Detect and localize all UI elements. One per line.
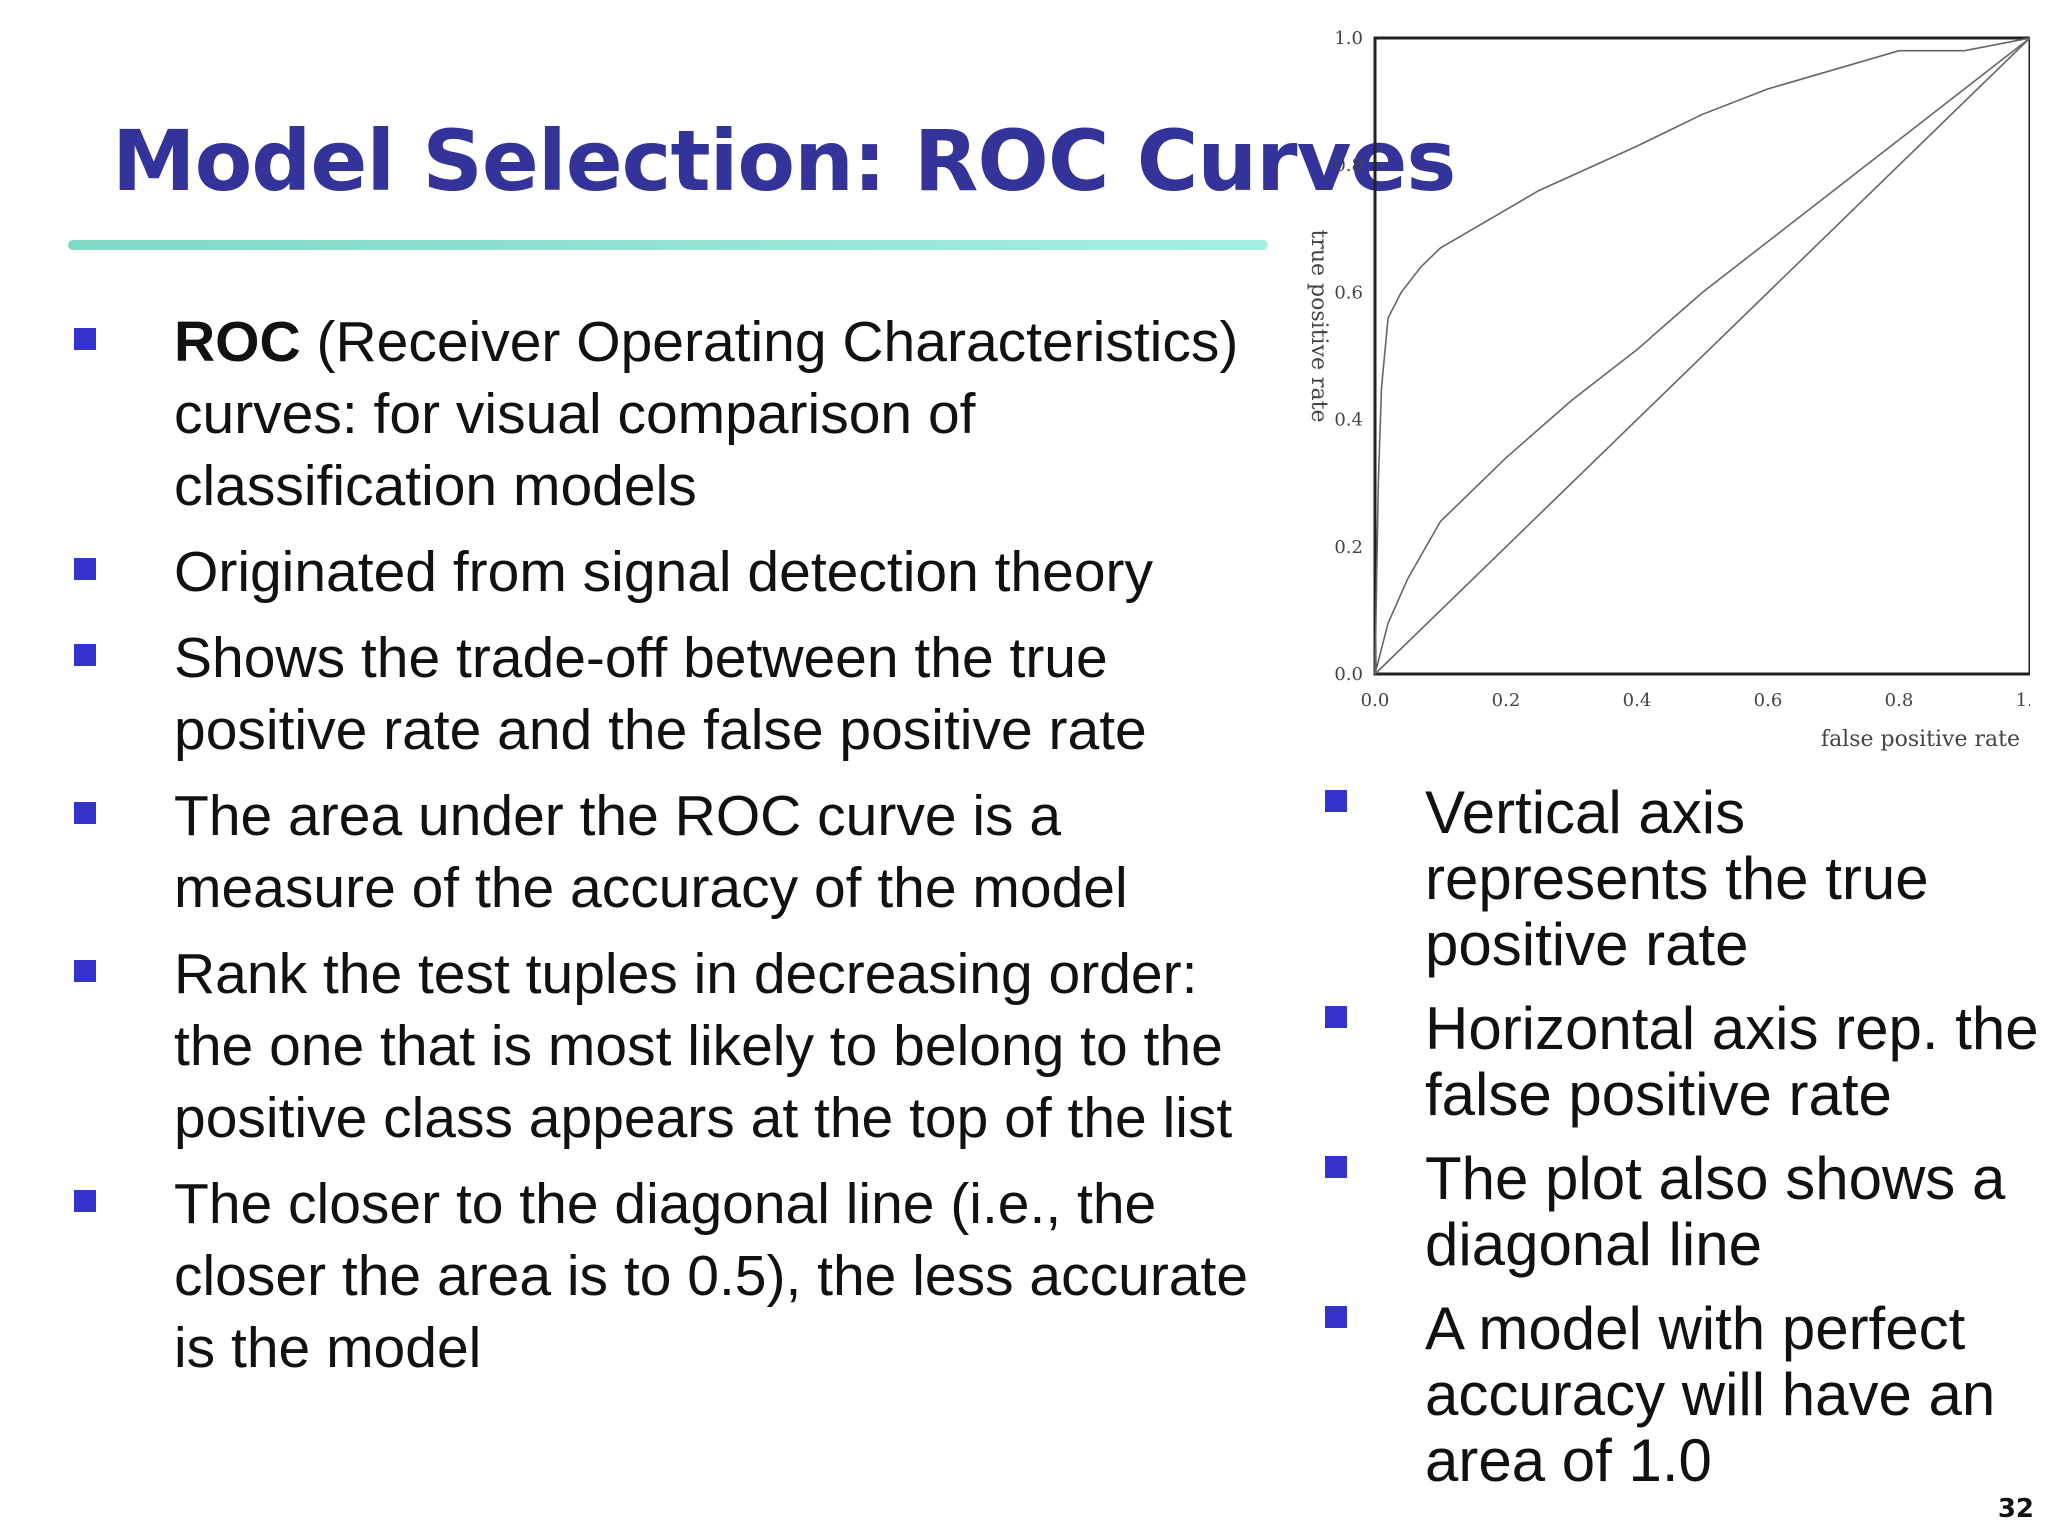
x-tick-label: 0.8 — [1885, 690, 1914, 711]
bullet-square-icon — [74, 558, 96, 580]
bullet-item: Horizontal axis rep. the false positive … — [1325, 996, 2045, 1128]
plot-frame — [1373, 36, 2030, 676]
left-bullet-list: ROC (Receiver Operating Characteristics)… — [74, 306, 1284, 1398]
y-tick-label: 1.0 — [1334, 28, 1363, 49]
bullet-square-icon — [74, 1190, 96, 1212]
bullet-square-icon — [74, 328, 96, 350]
y-tick-label: 0.8 — [1334, 155, 1363, 176]
bullet-item: The plot also shows a diagonal line — [1325, 1146, 2045, 1278]
bullet-text: The area under the ROC curve is a measur… — [174, 784, 1128, 920]
bullet-text: The closer to the diagonal line (i.e., t… — [174, 1172, 1249, 1380]
x-tick-label: 0.6 — [1754, 690, 1783, 711]
x-tick-label: 1.0 — [2016, 690, 2030, 711]
page-number: 32 — [1997, 1494, 2034, 1524]
roc-series-2-line — [1374, 37, 2030, 675]
bullet-item: Originated from signal detection theory — [74, 536, 1284, 608]
bullet-square-icon — [74, 960, 96, 982]
bullet-text: Originated from signal detection theory — [174, 540, 1154, 604]
x-axis-label: false positive rate — [1821, 727, 2020, 752]
bullet-text: Rank the test tuples in decreasing order… — [174, 942, 1233, 1150]
bullet-square-icon — [1325, 790, 1347, 812]
y-tick-label: 0.4 — [1334, 410, 1363, 431]
bullet-square-icon — [1325, 1006, 1347, 1028]
bullet-text: Vertical axis represents the true positi… — [1425, 779, 1929, 978]
y-tick-label: 0.6 — [1334, 282, 1363, 303]
x-tick-label: 0.2 — [1492, 690, 1521, 711]
roc-series-3-line — [1374, 37, 2030, 675]
bullet-text: (Receiver Operating Characteristics) cur… — [174, 310, 1239, 518]
bullet-item: A model with perfect accuracy will have … — [1325, 1296, 2045, 1494]
x-tick-label: 0.4 — [1623, 690, 1652, 711]
bullet-square-icon — [74, 644, 96, 666]
bullet-square-icon — [74, 802, 96, 824]
y-tick-label: 0.0 — [1334, 664, 1363, 685]
bullet-item: Vertical axis represents the true positi… — [1325, 780, 2045, 978]
bullet-square-icon — [1325, 1156, 1347, 1178]
bullet-text: Shows the trade-off between the true pos… — [174, 626, 1147, 762]
bullet-square-icon — [1325, 1306, 1347, 1328]
roc-series-1-line — [1374, 37, 2030, 675]
bullet-item: The closer to the diagonal line (i.e., t… — [74, 1168, 1284, 1384]
bullet-item: Rank the test tuples in decreasing order… — [74, 938, 1284, 1154]
roc-chart-svg: 0.0 0.2 0.4 0.6 0.8 1.0 0.0 0.2 0.4 0.6 0.8 1.0 fals… — [1306, 28, 2030, 752]
x-tick-label: 0.0 — [1361, 690, 1390, 711]
bullet-item: The area under the ROC curve is a measur… — [74, 780, 1284, 924]
roc-chart: 0.0 0.2 0.4 0.6 0.8 1.0 0.0 0.2 0.4 0.6 0.8 1.0 fals… — [1270, 20, 2030, 760]
bullet-bold-term: ROC — [174, 310, 301, 374]
right-bullet-list: Vertical axis represents the true positi… — [1325, 780, 2045, 1512]
y-tick-label: 0.2 — [1334, 537, 1363, 558]
bullet-item: Shows the trade-off between the true pos… — [74, 622, 1284, 766]
bullet-text: The plot also shows a diagonal line — [1425, 1145, 2006, 1278]
y-axis-label: true positive rate — [1306, 229, 1331, 422]
bullet-item: ROC (Receiver Operating Characteristics)… — [74, 306, 1284, 522]
title-underline — [68, 240, 1268, 250]
bullet-text: A model with perfect accuracy will have … — [1425, 1295, 1996, 1494]
slide-title: Model Selection: ROC Curves — [112, 112, 1456, 210]
bullet-text: Horizontal axis rep. the false positive … — [1425, 995, 2039, 1128]
